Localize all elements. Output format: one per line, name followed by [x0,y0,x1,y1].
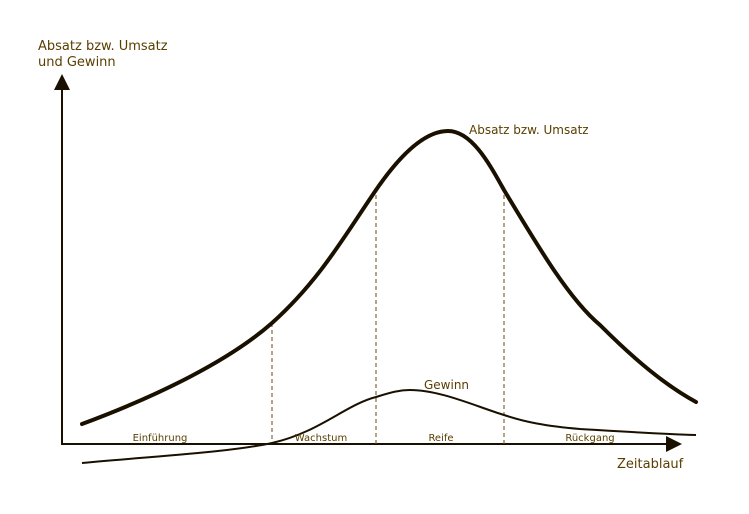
x-axis-label: Zeitablauf [617,457,684,472]
y-axis-label-line1: Absatz bzw. Umsatz [38,39,168,54]
sales-curve [80,128,698,426]
profit-curve [81,388,697,464]
phase-label-introduction: Einführung [133,433,188,444]
profit-curve-label: Gewinn [424,378,469,392]
sales-curve-label: Absatz bzw. Umsatz [469,123,589,137]
phase-label-growth: Wachstum [295,433,347,444]
phase-label-decline: Rückgang [565,433,614,444]
phase-label-maturity: Reife [428,433,453,444]
y-axis-label-line2: und Gewinn [38,55,116,70]
